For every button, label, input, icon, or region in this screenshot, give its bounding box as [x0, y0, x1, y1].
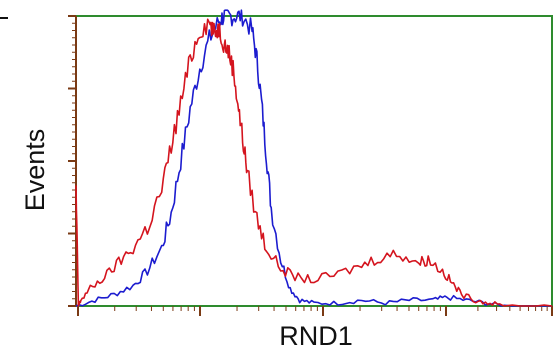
- red-series-line: [75, 18, 553, 307]
- plot-border: [75, 15, 553, 307]
- axis-ticks: [68, 15, 553, 316]
- x-axis-label: RND1: [279, 321, 353, 351]
- plot-frame: [0, 15, 553, 307]
- series-layer: [75, 9, 553, 307]
- blue-series-line: [75, 9, 552, 307]
- y-axis-label: Events: [20, 129, 50, 212]
